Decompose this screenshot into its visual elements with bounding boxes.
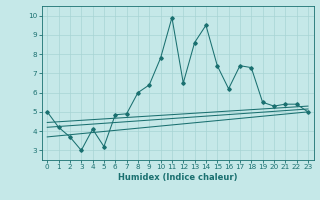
- X-axis label: Humidex (Indice chaleur): Humidex (Indice chaleur): [118, 173, 237, 182]
